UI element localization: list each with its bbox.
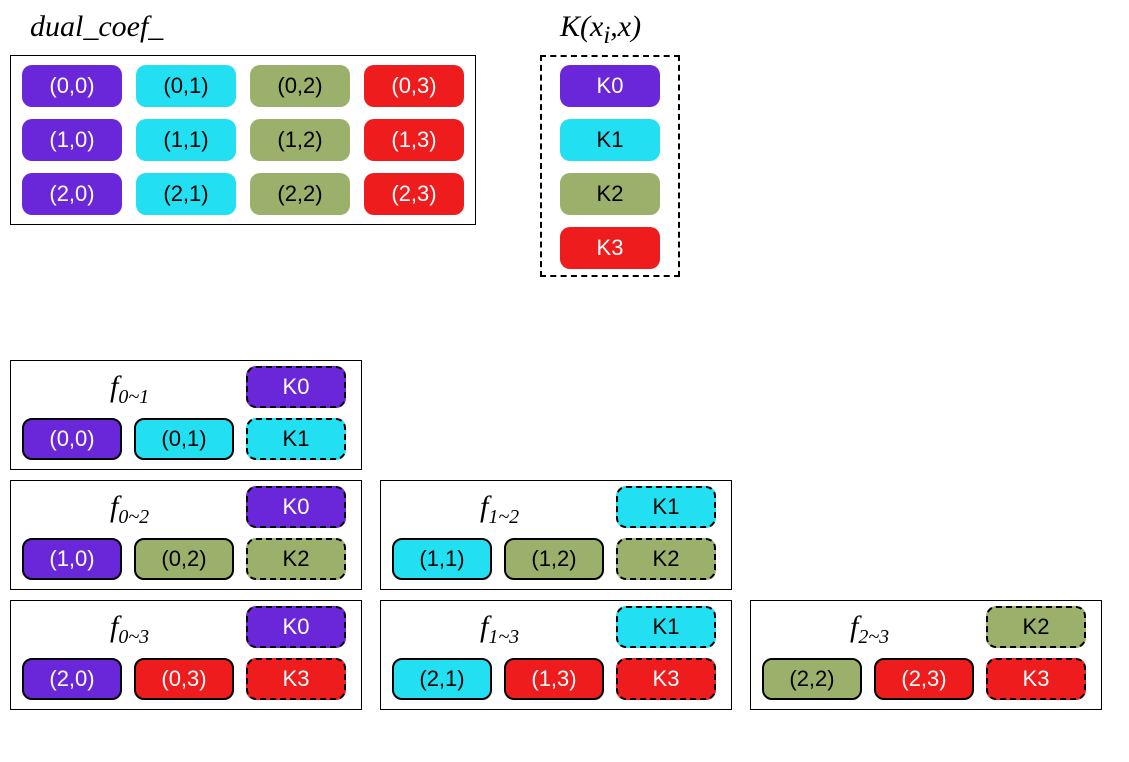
f-block-label: f1~3	[480, 610, 519, 649]
f-block-label: f2~3	[850, 610, 889, 649]
f-coef-cell: (0,1)	[134, 418, 234, 460]
f-block-label: f0~2	[110, 490, 149, 529]
f-kernel-cell: K3	[986, 658, 1086, 700]
f-coef-cell: (1,2)	[504, 538, 604, 580]
f-block-label: f0~3	[110, 610, 149, 649]
f-kernel-cell: K1	[616, 486, 716, 528]
f-coef-cell: (2,1)	[392, 658, 492, 700]
kernel-cell: K0	[560, 65, 660, 107]
dual-coef-cell: (1,3)	[364, 119, 464, 161]
f-coef-cell: (0,0)	[22, 418, 122, 460]
f-kernel-cell: K3	[616, 658, 716, 700]
f-coef-cell: (1,0)	[22, 538, 122, 580]
f-kernel-cell: K2	[246, 538, 346, 580]
f-coef-cell: (2,3)	[874, 658, 974, 700]
dual-coef-cell: (2,0)	[22, 173, 122, 215]
f-kernel-cell: K1	[616, 606, 716, 648]
f-coef-cell: (1,3)	[504, 658, 604, 700]
kernel-cell: K2	[560, 173, 660, 215]
dual-coef-cell: (0,1)	[136, 65, 236, 107]
f-kernel-cell: K0	[246, 366, 346, 408]
dual-coef-cell: (1,0)	[22, 119, 122, 161]
kernel-cell: K1	[560, 119, 660, 161]
dual-coef-cell: (2,1)	[136, 173, 236, 215]
dual-coef-cell: (1,2)	[250, 119, 350, 161]
f-block-label: f1~2	[480, 490, 519, 529]
f-coef-cell: (1,1)	[392, 538, 492, 580]
dual-coef-cell: (1,1)	[136, 119, 236, 161]
f-coef-cell: (0,2)	[134, 538, 234, 580]
dual-coef-title: dual_coef_	[30, 10, 163, 44]
f-coef-cell: (0,3)	[134, 658, 234, 700]
kernel-title: K(xi,x)	[560, 10, 641, 50]
f-kernel-cell: K0	[246, 606, 346, 648]
diagram-stage: dual_coef_ K(xi,x) (0,0) (0,1) (0,2) (0,3) (1,…	[0, 0, 1129, 762]
dual-coef-cell: (2,3)	[364, 173, 464, 215]
dual-coef-cell: (0,0)	[22, 65, 122, 107]
kernel-cell: K3	[560, 227, 660, 269]
dual-coef-cell: (0,3)	[364, 65, 464, 107]
dual-coef-cell: (2,2)	[250, 173, 350, 215]
f-kernel-cell: K2	[986, 606, 1086, 648]
f-kernel-cell: K0	[246, 486, 346, 528]
f-block-label: f0~1	[110, 370, 149, 409]
f-kernel-cell: K1	[246, 418, 346, 460]
f-kernel-cell: K3	[246, 658, 346, 700]
f-coef-cell: (2,2)	[762, 658, 862, 700]
f-coef-cell: (2,0)	[22, 658, 122, 700]
f-kernel-cell: K2	[616, 538, 716, 580]
dual-coef-cell: (0,2)	[250, 65, 350, 107]
